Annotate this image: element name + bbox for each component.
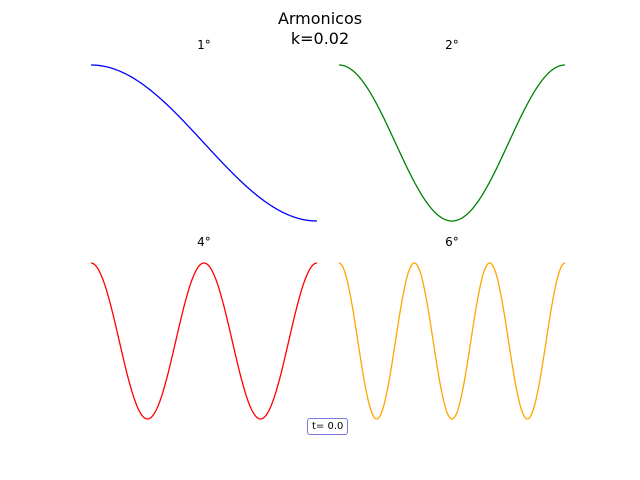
series-line-harmonic-4 <box>90 262 318 420</box>
subplot-harmonic-2: 2° <box>338 38 566 222</box>
subplot-title-harmonic-2: 2° <box>445 38 459 52</box>
series-line-harmonic-1 <box>90 64 318 222</box>
subplot-title-harmonic-1: 1° <box>197 38 211 52</box>
time-readout: t= 0.0 <box>307 418 349 435</box>
subplot-harmonic-1: 1° <box>90 38 318 222</box>
subplot-harmonic-4: 4° <box>90 235 318 420</box>
subplot-harmonic-6: 6° <box>338 235 566 420</box>
subplot-title-harmonic-4: 4° <box>197 235 211 249</box>
figure-subtitle: k=0.02 <box>291 29 349 48</box>
subplot-title-harmonic-6: 6° <box>445 235 459 249</box>
series-line-harmonic-2 <box>338 64 566 222</box>
figure-title: Armonicos <box>278 9 362 28</box>
series-line-harmonic-6 <box>338 262 566 420</box>
